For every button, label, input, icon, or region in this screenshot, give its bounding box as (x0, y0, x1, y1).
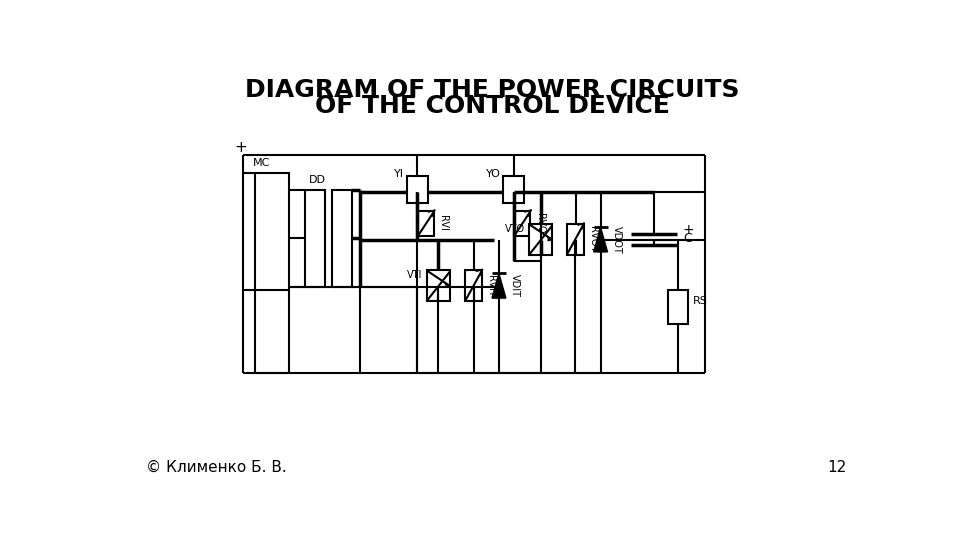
Polygon shape (593, 227, 608, 252)
Text: YO: YO (486, 169, 500, 179)
Bar (426, 271, 449, 301)
Text: MC: MC (252, 158, 270, 167)
Text: RVIT: RVIT (486, 275, 496, 296)
Text: +: + (683, 224, 695, 238)
Bar (254, 173, 290, 289)
Polygon shape (492, 273, 506, 298)
Bar (668, 289, 688, 325)
Text: VTO: VTO (505, 224, 525, 234)
Text: VDIT: VDIT (510, 274, 520, 298)
Text: DIAGRAM OF THE POWER CIRCUITS: DIAGRAM OF THE POWER CIRCUITS (245, 78, 739, 102)
Text: RVO: RVO (535, 213, 544, 234)
Bar (305, 190, 324, 287)
Text: RVOT: RVOT (588, 226, 598, 253)
Bar (406, 177, 428, 204)
Text: +: + (234, 140, 247, 154)
Text: 12: 12 (827, 460, 846, 475)
Text: YI: YI (395, 169, 404, 179)
Bar (529, 224, 552, 255)
Bar (515, 211, 531, 236)
Text: VDOT: VDOT (612, 226, 622, 253)
Bar (566, 224, 584, 255)
Text: VTI: VTI (407, 270, 422, 280)
Bar (332, 190, 352, 287)
Bar (465, 271, 482, 301)
Text: C: C (683, 232, 692, 245)
Text: DD: DD (309, 174, 325, 185)
Text: © Клименко Б. В.: © Клименко Б. В. (146, 460, 286, 475)
Text: RS: RS (693, 296, 708, 306)
Text: OF THE CONTROL DEVICE: OF THE CONTROL DEVICE (315, 94, 669, 118)
Text: RVI: RVI (439, 215, 448, 231)
Bar (418, 211, 434, 236)
Bar (503, 177, 524, 204)
